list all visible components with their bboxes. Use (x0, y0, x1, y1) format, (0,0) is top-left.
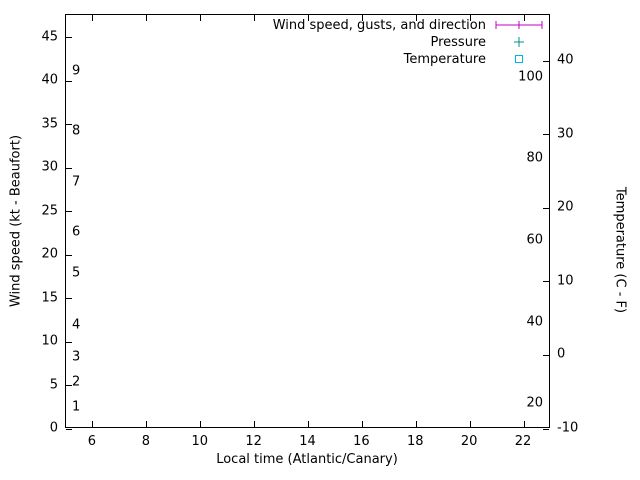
x-tick-mirror (415, 15, 417, 21)
fahrenheit-scale-label: 40 (526, 314, 543, 330)
y-tick (66, 167, 72, 169)
x-tick (523, 421, 525, 427)
legend-entry-pressure: Pressure (273, 34, 546, 50)
beaufort-scale-label: 6 (72, 224, 81, 240)
y2-tick (543, 60, 549, 62)
x-tick (415, 421, 417, 427)
y-tick-label: 15 (41, 290, 58, 306)
beaufort-scale-label: 5 (72, 265, 81, 281)
y-tick (66, 298, 72, 300)
x-tick (146, 421, 148, 427)
y-tick (66, 428, 72, 430)
x-tick-mirror (200, 15, 202, 21)
beaufort-scale-label: 9 (72, 63, 81, 79)
x-tick (92, 421, 94, 427)
pressure-plus-icon (514, 37, 524, 47)
wind-errorbar-icon (495, 21, 543, 29)
beaufort-scale-label: 8 (72, 123, 81, 139)
y2-tick (543, 281, 549, 283)
temperature-square-icon (515, 55, 523, 63)
x-tick-label: 14 (299, 434, 316, 449)
legend-entry-wind: Wind speed, gusts, and direction (273, 17, 546, 33)
x-tick-label: 10 (191, 434, 208, 449)
y-tick-label: 10 (41, 333, 58, 349)
beaufort-scale-label: 3 (72, 349, 81, 365)
beaufort-scale-label: 4 (72, 317, 81, 332)
x-tick-mirror (523, 15, 525, 21)
y-tick-label: 0 (49, 420, 58, 436)
x-tick-label: 16 (353, 434, 370, 449)
x-tick-mirror (92, 15, 94, 21)
y-axis-title: Wind speed (kt - Beaufort) (8, 134, 24, 308)
beaufort-scale-label: 1 (72, 399, 81, 415)
x-tick (200, 421, 202, 427)
beaufort-scale-label: 2 (72, 374, 81, 390)
x-tick-label: 12 (245, 434, 262, 449)
x-tick-mirror (146, 15, 148, 21)
y-tick (66, 80, 72, 82)
legend-entry-temperature: Temperature (273, 51, 546, 67)
y2-tick (543, 207, 549, 209)
y-tick-label: 35 (41, 116, 58, 132)
y2-tick (543, 134, 549, 136)
legend-label-pressure: Pressure (430, 34, 486, 50)
y2-tick (543, 428, 549, 430)
x-tick-label: 20 (460, 434, 478, 449)
y-tick (66, 341, 72, 343)
x-tick-mirror (254, 15, 256, 21)
y2-tick-label: 30 (557, 126, 574, 142)
y2-tick (543, 354, 549, 356)
y-tick-label: 30 (41, 159, 58, 175)
x-tick-label: 8 (141, 434, 150, 449)
x-tick-mirror (469, 15, 471, 21)
x-tick-label: 18 (406, 434, 424, 449)
y-tick-label: 40 (41, 72, 58, 88)
y2-tick-label: 40 (557, 52, 574, 68)
x-tick (361, 421, 363, 427)
y-tick (66, 37, 72, 39)
x-tick-label: 22 (514, 434, 532, 449)
x-tick-label: 6 (87, 434, 97, 449)
fahrenheit-scale-label: 20 (526, 395, 543, 411)
x-tick (254, 421, 256, 427)
fahrenheit-scale-label: 80 (526, 150, 543, 166)
y2-tick-label: 20 (557, 199, 574, 215)
y2-tick-label: 0 (557, 346, 566, 362)
legend: Wind speed, gusts, and direction Pressur… (273, 17, 546, 67)
y-tick (66, 254, 72, 256)
x-axis-title: Local time (Atlantic/Canary) (216, 452, 398, 467)
x-tick (308, 421, 309, 427)
x-tick-mirror (361, 15, 363, 21)
beaufort-scale-label: 7 (72, 174, 81, 190)
legend-label-wind: Wind speed, gusts, and direction (272, 17, 486, 33)
y2-tick-label: 10 (557, 273, 574, 289)
y2-axis-title: Temperature (C - F) (612, 186, 628, 314)
x-tick-mirror (308, 15, 309, 21)
x-tick (469, 421, 471, 427)
plot-area: Wind speed, gusts, and direction Pressur… (65, 14, 550, 430)
y-tick (66, 211, 72, 213)
legend-label-temperature: Temperature (403, 51, 486, 67)
y2-tick-label: -10 (557, 420, 579, 436)
y-tick-label: 20 (41, 246, 58, 262)
y-tick-label: 25 (41, 203, 58, 219)
y-tick (66, 385, 72, 386)
fahrenheit-scale-label: 100 (518, 69, 543, 85)
y-tick (66, 124, 72, 126)
y-tick-label: 45 (41, 29, 58, 45)
y-tick-label: 5 (49, 377, 58, 392)
fahrenheit-scale-label: 60 (526, 232, 543, 248)
